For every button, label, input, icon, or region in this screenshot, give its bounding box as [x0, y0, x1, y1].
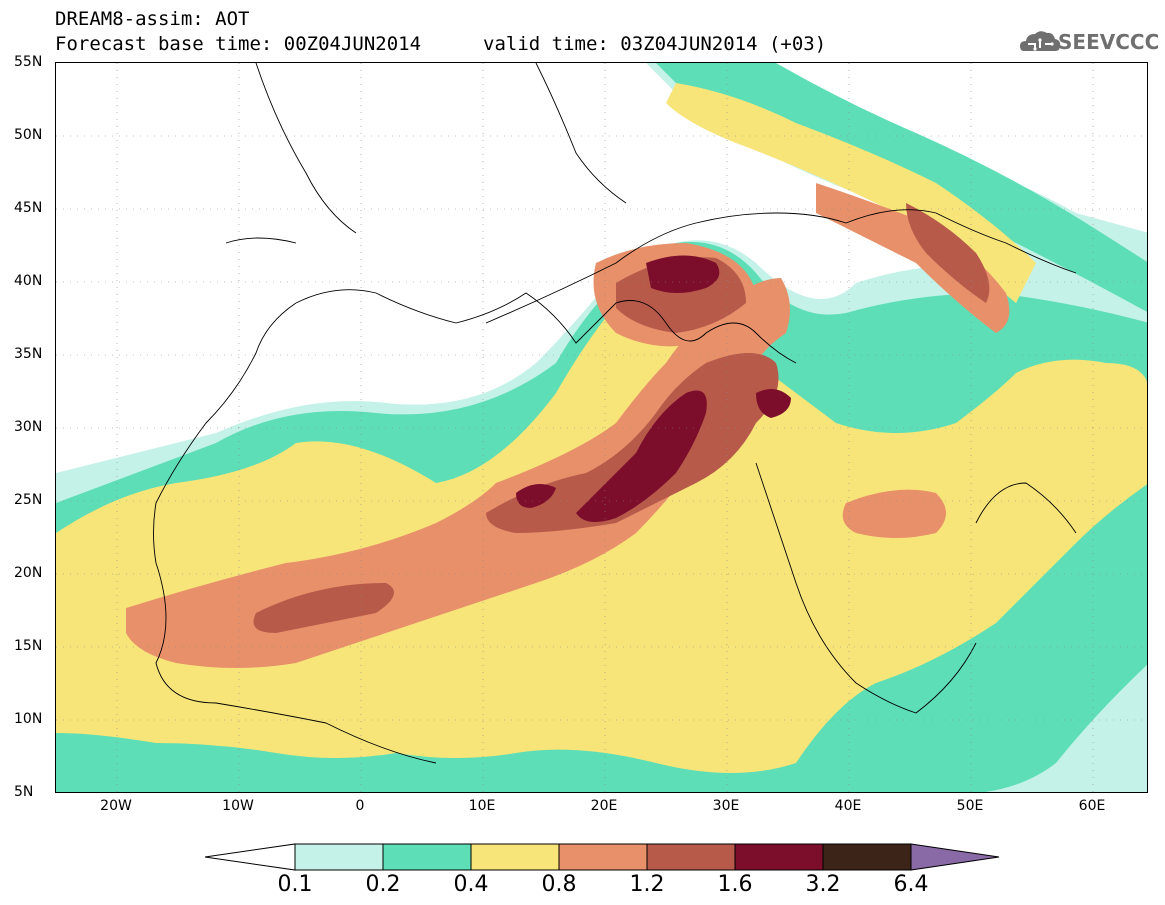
- colorbar: [205, 843, 1000, 871]
- logo-text: SEEVCCC: [1058, 30, 1160, 54]
- x-tick-label: 20W: [100, 798, 132, 814]
- y-tick-label: 35N: [14, 346, 43, 362]
- y-tick-label: 10N: [14, 711, 43, 727]
- colorbar-label: 0.2: [365, 872, 401, 897]
- map-title: DREAM8-assim: AOT: [55, 8, 250, 30]
- colorbar-label: 0.1: [277, 872, 313, 897]
- colorbar-low-arrow: [205, 843, 296, 871]
- x-tick-label: 20E: [590, 798, 618, 814]
- y-tick-label: 55N: [14, 54, 43, 70]
- x-tick-label: 40E: [834, 798, 862, 814]
- y-tick-label: 45N: [14, 200, 43, 216]
- colorbar-segment: [822, 843, 912, 871]
- colorbar-label: 1.6: [717, 872, 753, 897]
- y-tick-label: 15N: [14, 638, 43, 654]
- aot-map: [55, 62, 1148, 793]
- x-tick-label: 10E: [468, 798, 496, 814]
- graticule: [56, 63, 1147, 792]
- contour-1.6: [516, 255, 791, 522]
- valid-time: valid time: 03Z04JUN2014 (+03): [483, 33, 827, 55]
- x-tick-label: 10W: [222, 798, 254, 814]
- colorbar-label: 0.4: [453, 872, 489, 897]
- y-tick-label: 25N: [14, 492, 43, 508]
- colorbar-high-arrow: [910, 843, 1000, 871]
- y-tick-label: 20N: [14, 565, 43, 581]
- colorbar-segment: [382, 843, 472, 871]
- x-tick-label: 30E: [712, 798, 740, 814]
- x-tick-label: 0: [355, 798, 365, 814]
- coastlines: [153, 63, 1077, 764]
- colorbar-segment: [558, 843, 648, 871]
- colorbar-segment: [646, 843, 736, 871]
- x-tick-label: 60E: [1078, 798, 1106, 814]
- colorbar-label: 0.8: [541, 872, 577, 897]
- colorbar-label: 6.4: [893, 872, 929, 897]
- colorbar-segment: [470, 843, 560, 871]
- y-tick-label: 40N: [14, 273, 43, 289]
- y-tick-label: 50N: [14, 127, 43, 143]
- colorbar-segment: [734, 843, 824, 871]
- colorbar-segment: [294, 843, 384, 871]
- y-tick-label: 5N: [14, 784, 34, 800]
- colorbar-label: 3.2: [805, 872, 841, 897]
- aot-contour-field: [56, 63, 1147, 792]
- x-tick-label: 50E: [956, 798, 984, 814]
- colorbar-label: 1.2: [629, 872, 665, 897]
- forecast-base-time: Forecast base time: 00Z04JUN2014: [55, 33, 422, 55]
- y-tick-label: 30N: [14, 419, 43, 435]
- seevccc-cloud-icon: [1020, 31, 1061, 51]
